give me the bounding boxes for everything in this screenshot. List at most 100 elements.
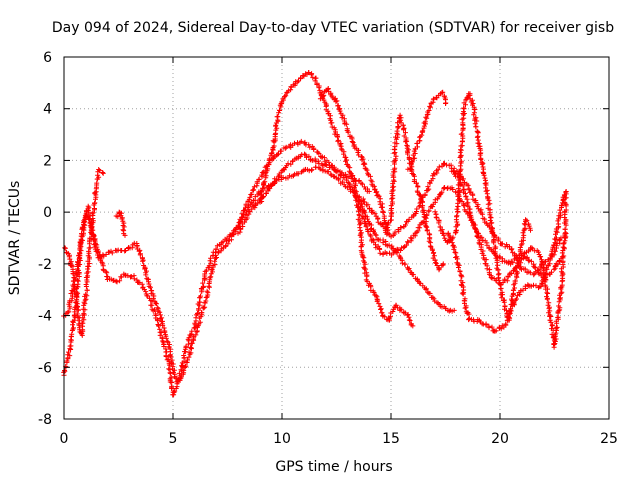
data-point-marker xyxy=(488,220,494,226)
data-point-marker xyxy=(491,240,497,246)
data-point-marker xyxy=(83,282,89,287)
data-point-marker xyxy=(488,275,494,280)
data-point-marker xyxy=(100,170,106,175)
data-point-marker xyxy=(117,278,123,284)
data-point-marker xyxy=(140,257,146,263)
data-point-marker xyxy=(555,261,561,267)
data-point-marker xyxy=(398,306,404,312)
data-point-marker xyxy=(367,232,373,238)
data-point-marker xyxy=(280,175,286,180)
data-point-marker xyxy=(405,266,411,272)
data-point-marker xyxy=(538,283,544,289)
data-point-marker xyxy=(228,237,234,243)
data-point-marker xyxy=(140,258,146,264)
data-point-marker xyxy=(547,317,553,323)
data-markers xyxy=(61,70,569,398)
data-point-marker xyxy=(185,357,190,363)
data-point-marker xyxy=(349,139,355,144)
data-point-marker xyxy=(317,96,323,102)
data-point-marker xyxy=(402,261,408,267)
data-point-marker xyxy=(288,161,294,167)
data-point-marker xyxy=(249,191,255,197)
data-point-marker xyxy=(423,219,429,225)
data-point-marker xyxy=(204,288,210,294)
data-point-marker xyxy=(436,220,442,226)
data-point-marker xyxy=(504,313,510,319)
data-point-marker xyxy=(408,235,414,241)
data-point-marker xyxy=(399,260,405,266)
data-point-marker xyxy=(276,151,281,157)
data-point-marker xyxy=(405,312,411,317)
data-point-marker xyxy=(461,100,467,106)
data-point-marker xyxy=(86,209,92,215)
data-point-marker xyxy=(562,226,568,232)
data-point-marker xyxy=(371,239,377,245)
data-point-marker xyxy=(440,89,446,95)
data-point-marker xyxy=(335,103,341,109)
data-point-marker xyxy=(403,130,408,136)
data-point-marker xyxy=(125,273,131,279)
data-point-marker xyxy=(478,157,484,162)
data-point-marker xyxy=(373,293,379,299)
data-point-marker xyxy=(431,296,437,302)
data-point-marker xyxy=(351,142,357,148)
data-point-marker xyxy=(549,323,555,329)
data-point-marker xyxy=(335,138,341,144)
data-point-marker xyxy=(380,209,386,215)
data-point-marker xyxy=(131,276,137,282)
data-point-marker xyxy=(208,255,214,261)
data-point-marker xyxy=(94,244,100,250)
data-point-marker xyxy=(292,140,297,146)
data-point-marker xyxy=(313,159,319,165)
data-point-marker xyxy=(490,226,495,232)
data-point-marker xyxy=(275,174,281,180)
data-point-marker xyxy=(409,236,415,242)
data-point-marker xyxy=(365,229,371,234)
chart-title: Day 094 of 2024, Sidereal Day-to-day VTE… xyxy=(52,20,614,36)
data-point-marker xyxy=(553,330,559,336)
data-point-marker xyxy=(363,166,369,172)
data-point-marker xyxy=(436,194,442,200)
data-point-marker xyxy=(87,235,93,241)
data-point-marker xyxy=(509,246,515,252)
data-point-marker xyxy=(456,198,462,204)
data-point-marker xyxy=(468,214,474,220)
data-point-marker xyxy=(518,250,524,256)
data-point-marker xyxy=(321,92,327,98)
data-point-marker xyxy=(303,152,309,158)
data-point-marker xyxy=(326,159,332,165)
data-point-marker xyxy=(86,205,92,211)
data-point-marker xyxy=(204,268,209,274)
data-point-marker xyxy=(403,139,409,145)
data-point-marker xyxy=(87,245,93,251)
data-point-marker xyxy=(414,276,420,282)
data-point-marker xyxy=(163,354,169,359)
data-point-marker xyxy=(481,172,487,178)
data-point-marker xyxy=(396,124,402,129)
data-point-marker xyxy=(406,216,412,222)
data-point-marker xyxy=(434,215,440,221)
data-point-marker xyxy=(256,176,262,182)
data-point-marker xyxy=(412,151,418,156)
data-point-marker xyxy=(81,299,87,305)
data-point-marker xyxy=(310,157,316,163)
data-point-marker xyxy=(359,157,365,163)
data-point-marker xyxy=(88,222,94,228)
data-point-marker xyxy=(201,305,207,311)
data-point-marker xyxy=(189,328,195,334)
data-point-marker xyxy=(394,128,400,134)
data-point-marker xyxy=(518,260,524,266)
data-point-marker xyxy=(362,199,368,205)
data-point-marker xyxy=(371,290,377,295)
data-point-marker xyxy=(300,73,306,78)
data-point-marker xyxy=(503,321,509,327)
data-point-marker xyxy=(556,303,562,309)
data-point-marker xyxy=(480,248,486,254)
data-point-marker xyxy=(549,248,555,254)
data-point-marker xyxy=(189,345,194,351)
data-point-marker xyxy=(563,222,569,228)
data-point-marker xyxy=(156,323,162,329)
data-point-marker xyxy=(199,310,205,316)
data-point-marker xyxy=(451,246,457,252)
data-point-marker xyxy=(298,138,304,144)
